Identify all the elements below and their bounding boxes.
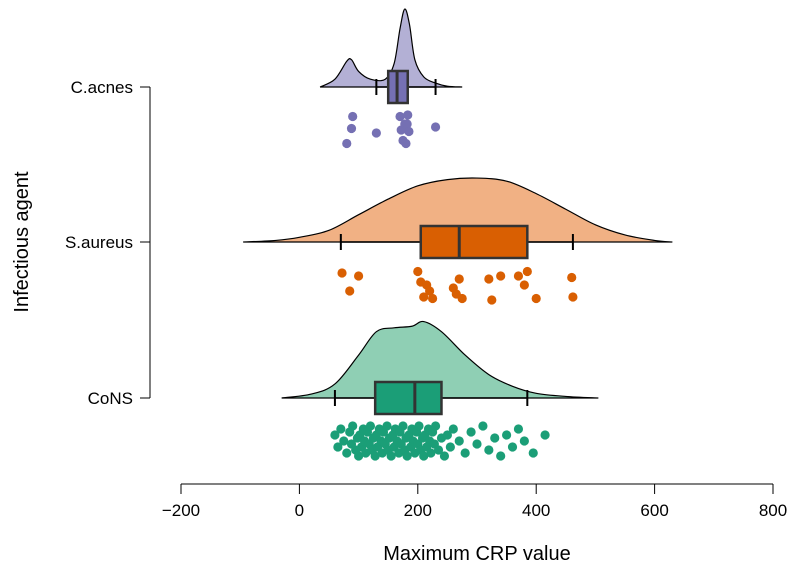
data-point-cons <box>370 451 380 461</box>
data-point-c-acnes <box>401 138 411 149</box>
density-cloud-s-aureus <box>243 177 673 243</box>
x-axis: −200 0 200 400 600 800 <box>162 483 787 520</box>
data-point-s-aureus <box>484 274 494 284</box>
density-clouds <box>243 8 673 399</box>
data-point-cons <box>478 421 488 431</box>
data-point-c-acnes <box>371 128 381 138</box>
x-tick-label: 600 <box>640 501 668 520</box>
data-point-cons <box>433 445 444 455</box>
raw-data-points <box>330 110 578 461</box>
data-point-cons <box>419 451 429 461</box>
data-point-cons <box>490 433 500 443</box>
data-point-s-aureus <box>345 286 355 296</box>
x-tick-label: 800 <box>759 501 787 520</box>
data-point-cons <box>333 442 343 452</box>
x-tick-label: 200 <box>404 501 432 520</box>
data-point-cons <box>502 430 512 440</box>
data-point-s-aureus <box>354 271 364 281</box>
data-point-cons <box>519 436 529 446</box>
data-point-s-aureus <box>487 295 497 305</box>
data-point-cons <box>513 424 524 434</box>
density-cloud-c-acnes <box>319 8 463 88</box>
x-axis-title: Maximum CRP value <box>383 543 570 565</box>
data-point-cons <box>342 448 352 458</box>
data-point-c-acnes <box>395 111 405 122</box>
x-tick-label: 400 <box>522 501 550 520</box>
data-point-cons <box>348 421 358 431</box>
data-point-cons <box>454 436 464 446</box>
box-s-aureus <box>419 224 529 260</box>
y-axis-title: Infectious agent <box>11 171 33 313</box>
y-tick-label-cons: CoNS <box>88 389 133 408</box>
x-tick-label: −200 <box>162 501 200 520</box>
data-point-cons <box>414 421 424 431</box>
box-plots <box>333 69 574 416</box>
y-tick-label-s-aureus: S.aureus <box>65 233 133 252</box>
data-point-cons <box>365 421 376 431</box>
data-point-s-aureus <box>568 292 578 302</box>
data-point-s-aureus <box>428 293 438 304</box>
data-point-cons <box>442 430 452 440</box>
data-point-s-aureus <box>567 272 577 283</box>
data-point-cons <box>496 451 506 461</box>
data-point-s-aureus <box>419 292 429 302</box>
data-point-s-aureus <box>519 280 529 290</box>
data-point-s-aureus <box>513 271 524 281</box>
data-point-cons <box>398 421 408 431</box>
data-point-s-aureus <box>496 271 506 281</box>
data-point-cons <box>439 451 450 461</box>
data-point-s-aureus <box>413 266 423 277</box>
data-point-cons <box>507 442 518 452</box>
data-point-s-aureus <box>531 293 541 304</box>
y-tick-label-c-acnes: C.acnes <box>71 78 133 97</box>
y-axis: C.acnes S.aureus CoNS <box>65 78 151 408</box>
data-point-cons <box>445 442 455 452</box>
box-cons <box>373 380 443 416</box>
data-point-cons <box>382 421 392 431</box>
data-point-s-aureus <box>457 293 467 304</box>
data-point-cons <box>330 430 340 440</box>
data-point-s-aureus <box>454 274 464 284</box>
data-point-cons <box>339 436 349 446</box>
data-point-cons <box>336 424 346 434</box>
data-point-c-acnes <box>402 119 412 129</box>
data-point-c-acnes <box>348 111 358 122</box>
data-point-cons <box>484 445 494 455</box>
data-point-c-acnes <box>403 110 413 120</box>
data-point-cons <box>430 421 441 431</box>
data-point-cons <box>386 451 396 461</box>
data-point-cons <box>426 448 436 458</box>
data-point-s-aureus <box>522 266 532 277</box>
data-point-cons <box>528 448 538 458</box>
data-point-c-acnes <box>342 138 352 149</box>
data-point-cons <box>466 427 476 437</box>
data-point-cons <box>472 439 482 449</box>
data-point-cons <box>354 451 364 461</box>
data-point-c-acnes <box>404 126 414 137</box>
data-point-c-acnes <box>346 123 357 134</box>
data-point-cons <box>460 448 470 458</box>
data-point-cons <box>402 451 412 461</box>
data-point-s-aureus <box>337 268 347 278</box>
data-point-cons <box>540 430 550 440</box>
x-tick-label: 0 <box>295 501 304 520</box>
data-point-cons <box>448 424 458 434</box>
data-point-c-acnes <box>430 122 441 132</box>
density-cloud-cons <box>281 320 599 399</box>
data-point-s-aureus <box>425 286 435 296</box>
